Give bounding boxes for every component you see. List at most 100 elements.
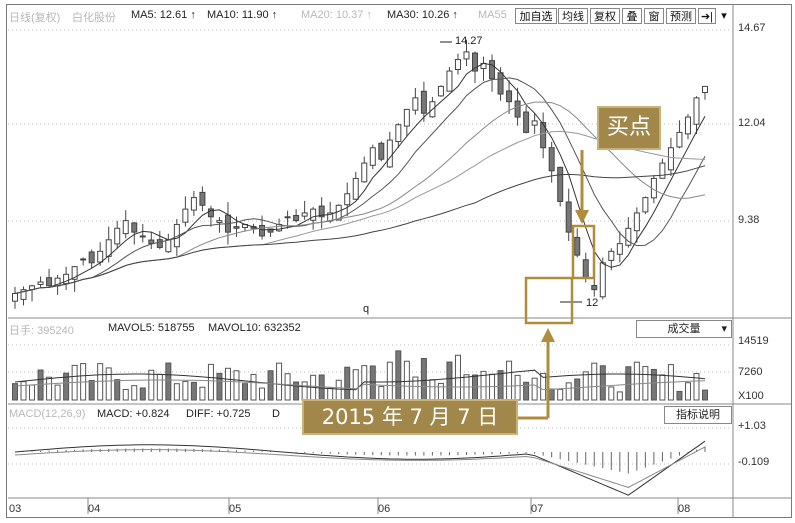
candle [514, 100, 521, 118]
volume-bar [702, 389, 708, 401]
add-watchlist-button[interactable]: 加自选 [515, 8, 557, 24]
volume-bar [216, 372, 223, 401]
q-marker: q [363, 303, 370, 315]
volume-bar [114, 379, 121, 401]
volume-bar [301, 381, 308, 401]
candle [361, 162, 368, 183]
candle [12, 292, 18, 302]
volume-bar [122, 388, 129, 401]
volume-bar [284, 373, 291, 401]
candle [216, 220, 223, 223]
candle [386, 139, 393, 168]
volume-bar [684, 382, 691, 401]
candle [489, 60, 496, 80]
candle [148, 239, 155, 245]
volume-bar [207, 363, 214, 401]
candle [625, 227, 632, 246]
candle [122, 220, 129, 235]
volume-bar [659, 374, 666, 401]
candle [37, 281, 44, 285]
candle [352, 177, 359, 200]
mavol10-line [14, 379, 706, 391]
price-tick-2: 12.04 [738, 117, 766, 129]
volume-bar [131, 385, 138, 401]
candle [420, 90, 427, 114]
volume-bar [565, 382, 572, 401]
date-callout: 2015 年 7 月 7 日 [302, 399, 518, 435]
ma30-readout: MA30: 10.26 ↑ [387, 9, 458, 21]
date-highlight-box [524, 276, 574, 325]
volume-bar [531, 377, 538, 401]
candle [506, 90, 513, 103]
volume-bar [242, 383, 248, 401]
high-price-label: 14.27 [455, 35, 483, 47]
volume-bar [369, 365, 376, 401]
candle [599, 262, 606, 298]
indicator-select[interactable]: 成交量 ▾ [636, 320, 732, 338]
candle [574, 236, 581, 256]
volume-bar [105, 367, 112, 401]
candle [301, 212, 308, 217]
candle [497, 72, 504, 95]
volume-bar [173, 383, 180, 401]
candle [395, 124, 402, 143]
ma-line [14, 165, 706, 294]
volume-bar [608, 386, 615, 401]
volume-bar [420, 357, 427, 401]
adjust-button[interactable]: 复权 [590, 8, 620, 24]
volume-bar [403, 360, 410, 401]
volume-bar [88, 380, 95, 401]
candle [88, 251, 95, 264]
volume-bar [548, 388, 555, 401]
price-tick-3: 9.38 [738, 214, 760, 226]
candle [557, 166, 564, 202]
candle [667, 147, 674, 171]
candle [165, 239, 172, 253]
volume-bar [293, 381, 300, 401]
volume-bar [352, 369, 359, 401]
volume-bar [276, 362, 283, 401]
x-tick-07: 07 [531, 503, 544, 515]
volume-bar [616, 391, 623, 401]
volume-bar [259, 387, 266, 401]
chevron-down-icon: ▾ [721, 323, 727, 335]
candle [46, 277, 53, 287]
overlay-button[interactable]: 叠 [622, 8, 642, 24]
ma-line-button[interactable]: 均线 [558, 8, 588, 24]
volume-bar [557, 388, 564, 401]
x-tick-04: 04 [88, 503, 101, 515]
indicator-help-button[interactable]: 指标说明 [664, 406, 732, 424]
candle [616, 243, 623, 255]
ma10-readout: MA10: 11.90 ↑ [207, 9, 278, 21]
volume-bar [250, 373, 257, 401]
volume-bar [190, 381, 197, 401]
candle [472, 52, 478, 72]
dea-line [14, 446, 706, 488]
volume-bar [267, 370, 274, 401]
volume-bar [165, 362, 172, 401]
volume-bar [139, 387, 146, 401]
volume-bar [46, 376, 53, 401]
candle [156, 239, 163, 248]
volume-bar [523, 381, 530, 401]
diff-readout: DIFF: +0.725 [186, 408, 251, 420]
candle [378, 142, 385, 160]
arrow-right-icon[interactable]: ➔| [698, 8, 716, 24]
candle [20, 289, 27, 300]
volume-bar [224, 367, 231, 401]
candle [369, 147, 376, 166]
candle [540, 122, 547, 149]
chevron-down-icon[interactable]: ▾ [717, 8, 731, 24]
window-button[interactable]: 窗 [644, 8, 664, 24]
buy-point-arrow-head [575, 210, 589, 224]
candle [199, 191, 206, 206]
volume-bar [633, 361, 640, 401]
volume-bar [497, 370, 504, 401]
candle [591, 284, 598, 291]
dea-readout: D [272, 408, 280, 420]
ma-line [14, 62, 706, 294]
mavol5-readout: MAVOL5: 518755 [108, 322, 195, 334]
volume-bar [156, 373, 163, 401]
forecast-button[interactable]: 预测 [666, 8, 696, 24]
